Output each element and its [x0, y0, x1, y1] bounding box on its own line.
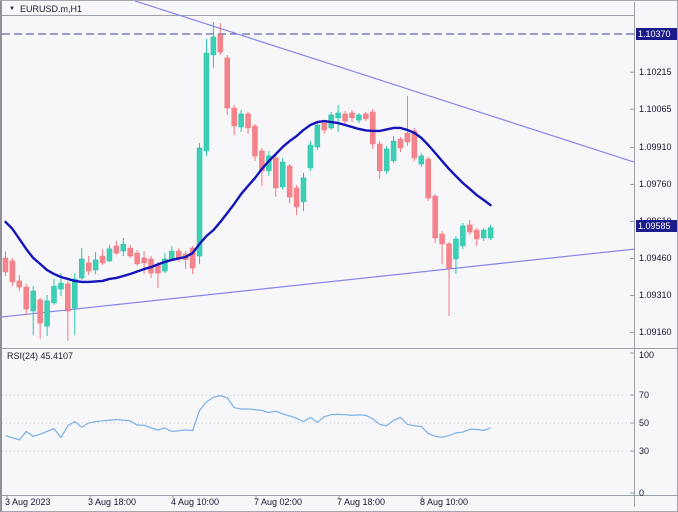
- candle-body: [376, 143, 383, 172]
- candle-body: [210, 36, 217, 56]
- resistance-price-tag: 1.10370: [636, 28, 677, 40]
- time-axis-label: 7 Aug 18:00: [337, 497, 386, 507]
- candle-body: [58, 282, 64, 290]
- candle-body: [487, 227, 494, 239]
- rsi-axis-label: 100: [639, 350, 655, 360]
- candle-body: [51, 285, 57, 304]
- candle-body: [30, 290, 36, 312]
- candle-body: [16, 280, 23, 288]
- candle-body: [189, 247, 196, 269]
- candle-body: [106, 248, 113, 262]
- current-price-tag: 1.09585: [636, 220, 677, 232]
- rsi-axis-label: 30: [639, 445, 650, 456]
- candle-body: [273, 157, 279, 189]
- candle-body: [473, 229, 480, 240]
- candle-body: [23, 286, 30, 310]
- candle-body: [363, 113, 369, 120]
- candle-body: [252, 125, 258, 157]
- candle-body: [127, 247, 133, 257]
- price-axis-label: 1.10065: [639, 103, 672, 114]
- candle-body: [411, 130, 418, 159]
- descending-resistance-trendline: [134, 1, 635, 163]
- candle-body: [349, 112, 355, 119]
- candle-body: [231, 107, 237, 127]
- candle-body: [120, 243, 127, 252]
- candle-body: [162, 258, 168, 272]
- candle-body: [65, 283, 71, 312]
- rsi-axis-label: 0: [639, 487, 645, 498]
- collapse-triangle-icon[interactable]: ▼: [9, 5, 15, 12]
- time-axis-label: 3 Aug 18:00: [88, 497, 137, 507]
- price-axis-label: 1.09310: [639, 289, 672, 300]
- candle-body: [78, 258, 85, 279]
- price-axis-label: 1.09910: [639, 141, 672, 152]
- candle-body: [203, 52, 210, 152]
- candle-body: [44, 300, 50, 327]
- candle-body: [467, 224, 473, 233]
- candle-body: [480, 229, 487, 239]
- ascending-support-trendline: [2, 248, 635, 318]
- candle-body: [335, 112, 341, 119]
- candle-body: [418, 155, 425, 165]
- candle-body: [224, 57, 231, 109]
- candle-body: [169, 250, 175, 260]
- candle-body: [383, 148, 390, 172]
- candle-body: [92, 259, 99, 271]
- candle-body: [37, 299, 43, 324]
- time-axis-label: 3 Aug 2023: [5, 497, 51, 507]
- candle-body: [85, 262, 92, 272]
- candle-body: [404, 132, 411, 143]
- candle-body: [245, 113, 251, 129]
- moving-average-line: [4, 119, 492, 284]
- candle-body: [314, 124, 321, 148]
- candle-body: [439, 233, 445, 245]
- candle-body: [279, 161, 286, 188]
- candle-body: [113, 245, 120, 254]
- rsi-axis-label: 50: [639, 417, 650, 428]
- candle-body: [238, 113, 244, 128]
- candle-body: [2, 257, 9, 273]
- price-axis-label: 1.10215: [639, 66, 672, 77]
- candle-body: [397, 138, 404, 149]
- candle-body: [300, 177, 307, 202]
- candle-body: [72, 278, 78, 309]
- rsi-indicator-label: RSI(24) 45.4107: [7, 351, 74, 361]
- candle-body: [286, 165, 293, 198]
- candle-body: [293, 187, 300, 208]
- candle-body: [432, 195, 438, 239]
- symbol-period-label[interactable]: ▼ EURUSD.m,H1: [9, 4, 82, 14]
- rsi-line: [5, 395, 491, 441]
- candle-body: [425, 158, 431, 199]
- candle-body: [321, 122, 328, 131]
- candle-body: [453, 238, 459, 260]
- candle-body: [217, 34, 224, 53]
- price-axis-label: 1.09460: [639, 252, 672, 263]
- candle-body: [342, 113, 348, 122]
- candle-body: [390, 140, 397, 162]
- candle-body: [356, 114, 362, 121]
- price-axis-label: 1.09160: [639, 326, 672, 337]
- time-axis-label: 7 Aug 02:00: [254, 497, 303, 507]
- time-axis-label: 4 Aug 10:00: [171, 497, 220, 507]
- candle-body: [307, 144, 314, 169]
- candle-body: [9, 260, 16, 283]
- symbol-period-text: EURUSD.m,H1: [19, 4, 82, 14]
- candle-body: [460, 225, 466, 247]
- candle-body: [99, 255, 106, 264]
- time-axis-label: 8 Aug 10:00: [420, 497, 469, 507]
- price-axis-label: 1.09760: [639, 178, 672, 189]
- candle-body: [134, 252, 140, 265]
- candle-body: [196, 147, 203, 257]
- candle-body: [370, 111, 376, 145]
- rsi-axis-label: 70: [639, 389, 650, 400]
- candle-body: [141, 257, 147, 264]
- candle-body: [446, 243, 452, 269]
